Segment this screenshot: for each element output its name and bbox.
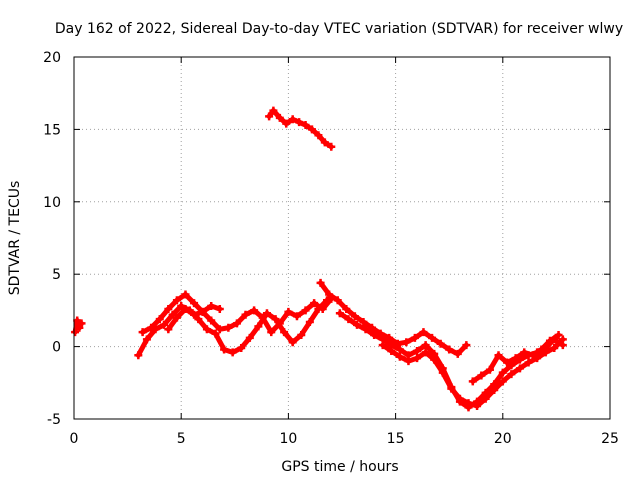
x-tick-label: 0 xyxy=(70,431,79,447)
data-points xyxy=(71,106,567,412)
data-point xyxy=(462,341,471,350)
x-tick-label: 10 xyxy=(279,431,297,447)
series-arc-1 xyxy=(71,316,86,337)
tick-labels: 0 5 10 15 20 25 -5 0 5 10 15 20 xyxy=(43,50,619,447)
data-point-trail xyxy=(551,336,566,351)
series-arc-9 xyxy=(468,331,563,386)
data-point-trail xyxy=(213,331,227,352)
x-tick-label: 20 xyxy=(494,431,512,447)
series-arc-2 xyxy=(134,296,331,360)
grid-lines xyxy=(74,57,610,419)
data-point-trail xyxy=(260,315,274,335)
y-tick-label: 0 xyxy=(52,340,61,356)
x-axis-title: GPS time / hours xyxy=(281,459,398,475)
y-axis-title: SDTVAR / TECUs xyxy=(7,181,23,296)
series-arc-8 xyxy=(378,335,567,410)
series-arc-4 xyxy=(164,302,224,334)
data-point-trail xyxy=(320,296,334,312)
data-point xyxy=(327,142,336,151)
data-point xyxy=(215,304,224,313)
y-tick-label: 20 xyxy=(43,50,61,66)
data-point-trail xyxy=(440,370,454,392)
plot-frame xyxy=(73,56,611,420)
y-tick-label: 10 xyxy=(43,195,61,211)
data-point xyxy=(77,319,86,328)
data-point xyxy=(554,331,563,340)
y-tick-label: 5 xyxy=(52,267,61,283)
data-point-trail xyxy=(298,319,313,338)
data-point xyxy=(558,335,567,344)
x-tick-label: 5 xyxy=(177,431,186,447)
series-arc-3 xyxy=(138,290,336,337)
x-tick-label: 15 xyxy=(387,431,405,447)
data-point-trail xyxy=(307,306,321,325)
series-arc-5 xyxy=(265,106,336,151)
data-point-trail xyxy=(455,342,469,357)
y-tick-label: -5 xyxy=(47,412,61,428)
data-point-trail xyxy=(487,352,502,373)
data-point-trail xyxy=(135,336,150,358)
y-tick-label: 15 xyxy=(43,122,61,138)
axis-ticks xyxy=(73,56,611,420)
series-arc-6 xyxy=(316,278,471,358)
chart-title: Day 162 of 2022, Sidereal Day-to-day VTE… xyxy=(55,21,623,37)
x-tick-label: 25 xyxy=(601,431,619,447)
data-point-trail xyxy=(431,357,446,376)
data-point-trail xyxy=(431,351,446,371)
